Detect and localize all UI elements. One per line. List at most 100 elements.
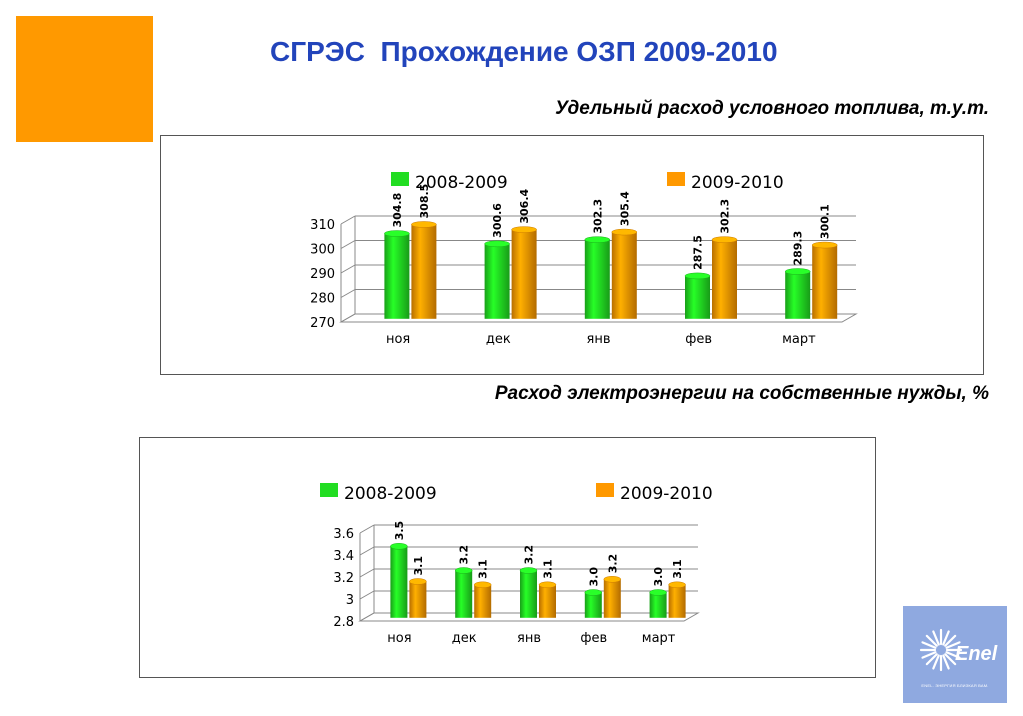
chart1-bar [484, 243, 510, 319]
chart1-data-label: 306.4 [518, 188, 531, 223]
chart1-data-label: 305.4 [618, 191, 631, 226]
chart2-grid-slant [359, 590, 375, 600]
logo-ray [932, 654, 940, 670]
logo-ray [925, 653, 938, 666]
chart2-bar [474, 584, 492, 618]
chart1-x-tick-label: фев [685, 332, 712, 347]
electricity-chart-svg: 2008-2009 2009-2010 2.8 3 3.2 3.4 3.6 ноя 3.5 3.1… [320, 483, 713, 646]
chart2-x-tick-label: март [642, 631, 676, 646]
electricity-usage-chart: 2008-2009 2009-2010 2.8 3 3.2 3.4 3.6 ноя 3.5 3.1… [139, 437, 876, 678]
chart2-bar-cap [409, 578, 427, 585]
chart2-bar-cap [473, 581, 492, 589]
logo-ray [932, 630, 940, 646]
chart1-bar [712, 239, 737, 319]
fuel-chart-svg: 2008-2009 2009-2010 270 280 290 300 310 ноя 304.… [310, 172, 858, 347]
chart2-floor [358, 612, 700, 622]
chart1-y-tick-label: 310 [310, 218, 335, 233]
chart1-floor [339, 313, 858, 323]
chart1-y-tick-label: 290 [310, 267, 335, 282]
chart2-data-label: 3.2 [458, 545, 471, 565]
chart1-data-label: 308.5 [418, 184, 431, 219]
chart1-data-label: 289.3 [792, 231, 805, 266]
chart2-data-label: 3.1 [412, 556, 425, 576]
chart1-data-label: 300.1 [819, 204, 832, 239]
logo-ray [944, 653, 957, 666]
chart1-bar-cap [684, 272, 711, 280]
chart2-grid-slant [359, 568, 375, 578]
chart2-x-tick-label: янв [517, 631, 541, 646]
fuel-consumption-chart: 2008-2009 2009-2010 270 280 290 300 310 ноя 304.… [160, 135, 984, 375]
chart1-legend-label-2: 2009-2010 [691, 173, 784, 193]
chart1-grid-slant [340, 240, 356, 249]
chart1-y-tick-label: 270 [310, 316, 335, 331]
chart1-bar-cap [511, 226, 537, 233]
chart1-bar-cap [484, 240, 510, 248]
decorative-orange-square [16, 16, 153, 142]
chart1-bar-cap [611, 228, 638, 236]
chart1-x-tick-label: дек [486, 332, 511, 347]
chart2-bar-cap [584, 589, 603, 596]
chart1-bar [411, 224, 437, 319]
logo-ray [925, 634, 938, 647]
chart2-legend-label-2: 2009-2010 [620, 484, 713, 504]
logo-tagline: ENEL. ЭНЕРГИЯ БЛИЗКАЯ ВАМ. [921, 683, 989, 688]
chart2-legend-swatch-1 [320, 483, 338, 497]
chart2-bar [603, 579, 621, 618]
logo-ray [945, 641, 961, 649]
chart1-bar [511, 229, 537, 319]
chart1-grid-slant [340, 215, 356, 225]
logo-ray [944, 634, 957, 647]
chart2-y-tick-label: 3.2 [333, 571, 354, 586]
chart1-bar-cap [384, 230, 410, 237]
chart2-title: Расход электроэнергии на собственные нуж… [494, 383, 989, 404]
chart2-bar [649, 592, 667, 618]
chart2-data-label: 3.5 [393, 521, 406, 541]
chart1-grid-slant [340, 264, 356, 274]
chart2-bar [409, 581, 427, 618]
chart1-data-label: 304.8 [391, 193, 404, 228]
chart2-y-tick-label: 2.8 [333, 615, 354, 630]
chart2-data-label: 3.0 [652, 567, 665, 587]
chart2-bar-cap [454, 567, 473, 574]
chart1-bar-cap [811, 241, 838, 249]
chart2-x-tick-label: дек [452, 631, 477, 646]
chart2-bar [520, 570, 537, 618]
chart2-y-tick-label: 3 [346, 593, 354, 608]
chart1-y-tick-label: 300 [310, 243, 335, 258]
page-title: СГРЭС Прохождение ОЗП 2009-2010 [270, 36, 778, 67]
chart1-y-tick-label: 280 [310, 292, 335, 307]
chart1-bar-cap [584, 236, 611, 243]
chart1-bar [785, 271, 811, 319]
enel-logo: Enel ENEL. ЭНЕРГИЯ БЛИЗКАЯ ВАМ. [903, 606, 1007, 703]
chart1-data-label: 302.3 [591, 199, 604, 234]
chart2-bar [455, 570, 473, 618]
chart1-bar [384, 233, 410, 319]
chart1-legend-swatch-2 [667, 172, 685, 186]
chart2-data-label: 3.1 [477, 559, 490, 579]
chart1-legend-label-1: 2008-2009 [415, 173, 508, 193]
chart2-y-tick-label: 3.6 [333, 527, 354, 542]
chart1-bar [584, 239, 610, 319]
chart1-bar [685, 275, 710, 319]
chart2-bar-cap [538, 581, 557, 589]
chart2-data-label: 3.0 [587, 567, 600, 587]
chart1-bar-cap [784, 268, 811, 275]
chart1-grid-slant [340, 289, 356, 298]
chart1-x-tick-label: март [782, 332, 816, 347]
chart1-data-label: 287.5 [692, 235, 705, 270]
chart2-bar [668, 584, 686, 618]
chart1-bar-cap [411, 221, 437, 228]
chart2-y-tick-label: 3.4 [333, 549, 354, 564]
chart2-x-tick-label: ноя [387, 631, 411, 646]
chart2-data-label: 3.2 [523, 545, 536, 565]
chart1-bar [812, 245, 838, 319]
chart1-title: Удельный расход условного топлива, т.у.т… [555, 98, 989, 119]
chart2-bar-cap [390, 543, 408, 550]
logo-brand-text: Enel [955, 643, 998, 665]
chart2-legend-swatch-2 [596, 483, 614, 497]
chart1-x-tick-label: ноя [386, 332, 410, 347]
chart1-data-label: 302.3 [719, 199, 732, 234]
logo-ray [942, 630, 950, 646]
chart2-data-label: 3.1 [542, 559, 555, 579]
chart1-bar-cap [711, 236, 738, 243]
